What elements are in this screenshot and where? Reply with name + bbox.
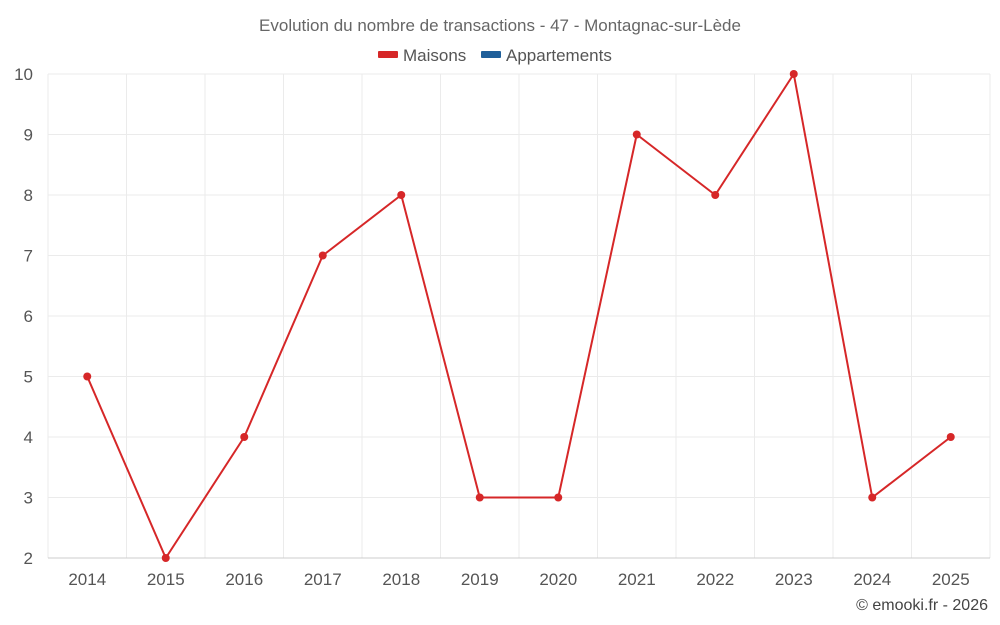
y-tick-label: 4 xyxy=(24,428,33,447)
data-point[interactable] xyxy=(83,372,92,381)
grid xyxy=(47,73,991,558)
axes: 2 3 4 5 6 7 8 9 10 2014 2015 2016 2017 2018 2019 2020 20… xyxy=(14,65,990,589)
y-tick-label: 10 xyxy=(14,65,33,84)
x-tick-label: 2023 xyxy=(775,570,813,589)
legend-label-maisons[interactable]: Maisons xyxy=(403,46,466,65)
x-tick-label: 2022 xyxy=(696,570,734,589)
series xyxy=(83,70,955,562)
y-tick-label: 3 xyxy=(24,489,33,508)
data-point[interactable] xyxy=(946,433,955,441)
y-tick-label: 7 xyxy=(24,247,33,266)
x-tick-label: 2024 xyxy=(853,570,891,589)
x-tick-label: 2015 xyxy=(147,570,185,589)
x-tick-label: 2016 xyxy=(225,570,263,589)
data-point[interactable] xyxy=(554,493,563,502)
series-line-maisons xyxy=(86,73,952,559)
legend-swatch-appartements[interactable] xyxy=(481,51,501,58)
data-point[interactable] xyxy=(397,191,406,199)
data-point[interactable] xyxy=(868,493,877,502)
legend-label-appartements[interactable]: Appartements xyxy=(506,46,612,65)
x-tick-label: 2019 xyxy=(461,570,499,589)
data-point[interactable] xyxy=(161,554,170,562)
y-tick-label: 5 xyxy=(24,368,33,387)
data-point[interactable] xyxy=(789,70,798,78)
data-point[interactable] xyxy=(318,251,327,260)
legend-swatch-maisons[interactable] xyxy=(378,51,398,58)
credit-text: © emooki.fr - 2026 xyxy=(856,597,988,614)
y-tick-label: 9 xyxy=(24,126,33,145)
data-point[interactable] xyxy=(240,433,249,441)
x-tick-label: 2025 xyxy=(932,570,970,589)
x-tick-label: 2018 xyxy=(382,570,420,589)
x-tick-label: 2014 xyxy=(68,570,106,589)
x-tick-label: 2020 xyxy=(539,570,577,589)
x-tick-label: 2017 xyxy=(304,570,342,589)
x-tick-label: 2021 xyxy=(618,570,656,589)
data-point[interactable] xyxy=(711,191,720,199)
legend: Maisons Appartements xyxy=(378,46,612,65)
y-tick-label: 8 xyxy=(24,186,33,205)
chart-title: Evolution du nombre de transactions - 47… xyxy=(259,16,741,35)
y-tick-label: 6 xyxy=(24,307,33,326)
data-point[interactable] xyxy=(475,493,484,502)
y-tick-label: 2 xyxy=(24,549,33,568)
data-point[interactable] xyxy=(632,130,641,139)
